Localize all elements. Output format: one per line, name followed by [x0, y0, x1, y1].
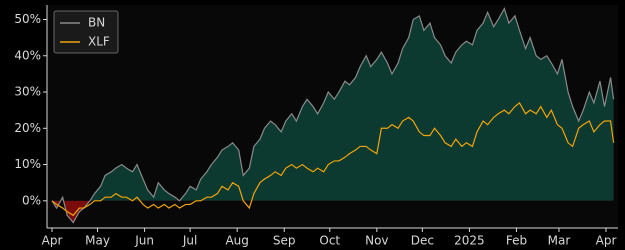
x-tick-label: Oct — [319, 234, 340, 248]
series-line — [51, 101, 615, 217]
x-tick-label: Apr — [42, 234, 63, 248]
legend: BN XLF — [53, 10, 119, 54]
y-tick-label: 40% — [14, 48, 41, 62]
x-tick-label: Mar — [548, 234, 571, 248]
x-tick-label: Dec — [411, 234, 434, 248]
y-tick-label: 20% — [14, 121, 41, 135]
x-tick-label: Aug — [225, 234, 248, 248]
x-tick-label: Jul — [182, 234, 197, 248]
x-tick-label: Nov — [365, 234, 388, 248]
y-tick-label: 0% — [22, 193, 41, 207]
x-tick-label: 2025 — [454, 234, 485, 248]
legend-label: BN — [88, 16, 105, 30]
area-positive — [60, 8, 614, 201]
x-tick-label: Feb — [506, 234, 527, 248]
y-tick-label: 10% — [14, 157, 41, 171]
x-tick-label: Apr — [596, 234, 617, 248]
x-tick-label: Sep — [273, 234, 296, 248]
series-line — [51, 7, 615, 224]
legend-label: XLF — [88, 35, 110, 49]
y-tick-label: 30% — [14, 85, 41, 99]
x-tick-label: May — [85, 234, 110, 248]
x-tick-label: Jun — [134, 234, 154, 248]
y-tick-label: 50% — [14, 12, 41, 26]
